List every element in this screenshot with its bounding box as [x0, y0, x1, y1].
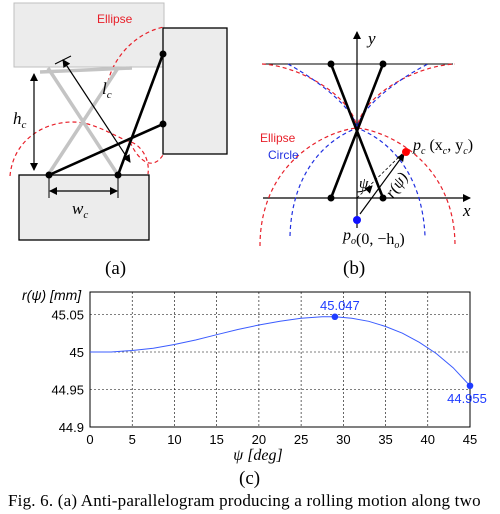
x-tick-label: 0: [86, 432, 93, 447]
panel-a: Ellipse hc lc wc (a): [9, 2, 228, 279]
y-tick-label: 44.9: [59, 420, 84, 435]
panel-b: y x Ellipse Circle ψ r(ψ): [259, 29, 473, 279]
joint: [327, 194, 335, 202]
wc-label: wc: [72, 199, 88, 221]
psi-arc: [356, 185, 373, 194]
x-axis-label: x: [462, 201, 471, 220]
y-axis-label: y: [366, 29, 376, 48]
panel-a-label: (a): [105, 258, 126, 279]
data-point-marker: [466, 382, 474, 390]
x-tick-label: 20: [252, 432, 266, 447]
panel-b-label: (b): [343, 258, 365, 279]
y-tick-labels: 44.9 44.95 45 45.05: [51, 308, 84, 436]
joint: [159, 50, 167, 58]
right-link-box: [162, 27, 228, 155]
x-tick-label: 5: [129, 432, 136, 447]
plot-area: [89, 291, 471, 428]
pc-label: pc (xc, yc): [412, 137, 473, 157]
x-tick-label: 25: [294, 432, 308, 447]
hc-label: hc: [13, 109, 27, 131]
r-psi-label: r(ψ): [382, 170, 411, 202]
chart-x-label: ψ [deg]: [233, 447, 283, 464]
lc-label: lc: [102, 79, 112, 101]
po-point: [353, 216, 361, 224]
x-tick-label: 35: [378, 432, 392, 447]
circle-label-b: Circle: [268, 148, 299, 162]
chart-c: 0 5 10 15 20 25 30 35 40 45 44.9 44.95 45 45.05 45.0…: [22, 287, 487, 489]
psi-label: ψ: [359, 176, 369, 192]
y-tick-label: 45: [70, 345, 84, 360]
chart-y-label: r(ψ) [mm]: [22, 287, 82, 303]
x-tick-label: 45: [463, 432, 477, 447]
x-tick-label: 40: [421, 432, 435, 447]
x-tick-label: 10: [167, 432, 181, 447]
grid-layer: [90, 292, 470, 427]
x-tick-label: 30: [336, 432, 350, 447]
top-link-box: [13, 2, 165, 68]
pc-point: [402, 148, 410, 156]
joint: [45, 171, 53, 179]
data-point-label: 44.955: [447, 391, 487, 406]
ellipse-curve-a-right: [129, 141, 164, 164]
panel-c-label: (c): [239, 468, 260, 489]
joint: [379, 60, 387, 68]
joint: [114, 171, 122, 179]
bottom-link-box: [18, 174, 150, 241]
data-point-label: 45.047: [320, 298, 360, 313]
joint: [327, 60, 335, 68]
lc-dimension-arrow: [62, 59, 131, 163]
figure-caption: Fig. 6. (a) Anti-parallelogram producing…: [8, 491, 481, 510]
joint: [379, 194, 387, 202]
joint: [159, 120, 167, 128]
marker-layer: 45.047 44.955: [320, 298, 487, 406]
ellipse-label-b: Ellipse: [260, 131, 296, 145]
y-tick-label: 45.05: [51, 308, 84, 323]
crossed-links-b: [329, 63, 385, 199]
x-tick-labels: 0 5 10 15 20 25 30 35 40 45: [86, 432, 477, 447]
y-tick-label: 44.95: [51, 383, 84, 398]
r-psi-arrow: [359, 153, 405, 215]
ellipse-label-a: Ellipse: [97, 12, 133, 26]
data-point-marker: [331, 313, 339, 321]
x-tick-label: 15: [209, 432, 223, 447]
r-psi-curve: [90, 316, 471, 387]
po-label: po(0, −ho): [342, 227, 405, 251]
